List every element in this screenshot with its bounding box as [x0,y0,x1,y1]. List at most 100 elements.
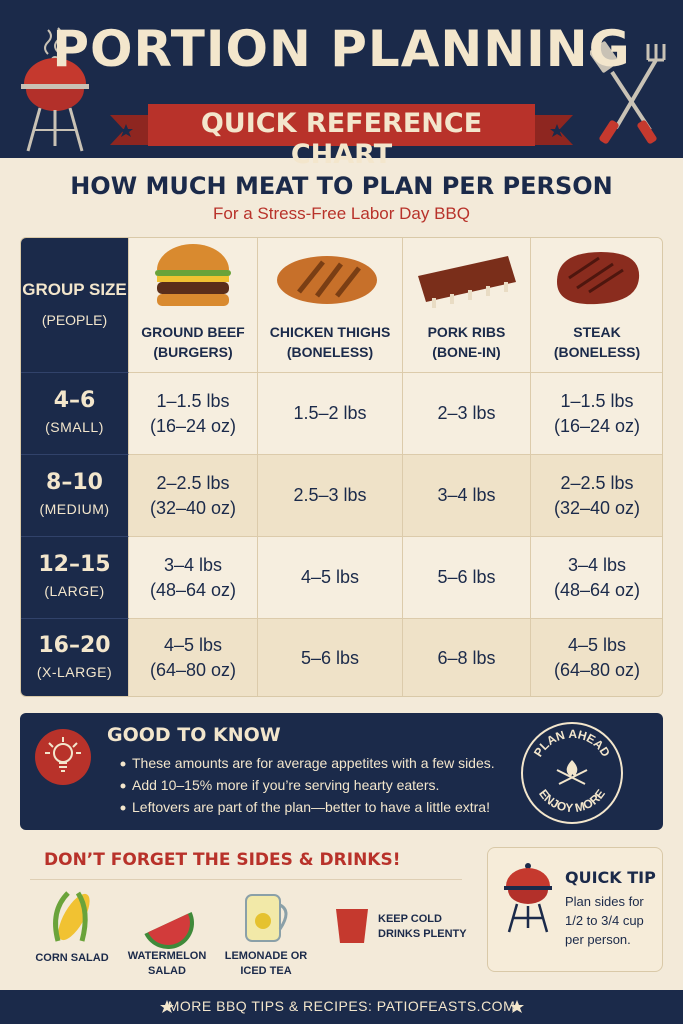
column-name: PORK RIBS [427,324,506,340]
lightbulb-icon [35,729,91,785]
column-note: (PEOPLE) [41,312,108,328]
notes-title: GOOD TO KNOW [107,724,281,746]
table-cell: 4–5 lbs (64–80 oz) [531,619,662,696]
grill-icon [21,27,89,152]
cell-line: (16–24 oz) [553,415,641,436]
badge: PLAN AHEAD ENJOY MORE [521,722,623,824]
cell-line: 4–5 lbs [300,567,360,587]
column-header: GROUP SIZE (PEOPLE) [21,238,129,373]
footer-stars [160,1000,524,1013]
cell-line: 5–6 lbs [437,567,496,587]
page-subtitle: QUICK REFERENCE CHART [200,108,483,170]
cell-line: 6–8 lbs [437,647,496,668]
table-cell: 2.5–3 lbs [258,455,403,537]
table-cell: 1.5–2 lbs [258,373,403,455]
note-item: Leftovers are part of the plan—better to… [132,799,490,815]
tip-grill-icon [504,863,552,933]
column-header: GROUND BEEF (BURGERS) [129,238,258,373]
side-label: KEEP COLD DRINKS PLENTY [378,913,467,940]
column-note: (BONELESS) [553,344,641,360]
cell-line: (64–80 oz) [553,660,641,680]
bullet [120,783,126,789]
cell-line: 2–3 lbs [437,403,496,423]
bullet [120,761,126,767]
section-heading: HOW MUCH MEAT TO PLAN PER PERSON [70,172,613,200]
steak-icon [557,252,640,305]
bullet [120,805,126,811]
cell-line: 1–1.5 lbs [560,390,634,411]
ribbon [110,104,573,146]
footer-band [0,990,683,1024]
cell-line: 4–5 lbs [567,635,627,655]
row-header: 12–15 (LARGE) [21,537,129,619]
sides-title: DON’T FORGET THE SIDES & DRINKS! [44,850,401,870]
column-note: (BURGERS) [153,344,233,360]
cell-line: 1.5–2 lbs [293,403,367,423]
table-cell: 4–5 lbs [258,537,403,619]
column-header: CHICKEN THIGHS (BONELESS) [258,238,403,373]
table-cell: 1–1.5 lbs (16–24 oz) [129,373,258,455]
row-header: 4–6 (SMALL) [21,373,129,455]
section-subheading: For a Stress-Free Labor Day BBQ [213,204,470,223]
table-cell: 4–5 lbs (64–80 oz) [129,619,258,696]
note-item: Add 10–15% more if you’re serving hearty… [132,777,440,793]
group-label: (SMALL) [45,419,104,435]
column-note: (BONELESS) [286,344,374,360]
group-size: 4–6 [53,388,96,413]
group-label: (MEDIUM) [39,501,110,517]
group-label: (LARGE) [44,583,105,599]
cell-line: 5–6 lbs [300,647,360,668]
row-header: 16–20 (X-LARGE) [21,619,129,696]
table-cell: 6–8 lbs [403,619,531,696]
portion-table: GROUP SIZE (PEOPLE) GROUND BEEF (BURGERS… [20,237,663,697]
cell-line: 2–2.5 lbs [560,472,634,493]
cell-line: (48–64 oz) [149,579,237,600]
footer-text: MORE BBQ TIPS & RECIPES: PATIOFEASTS.COM [167,998,516,1014]
cell-line: (64–80 oz) [149,660,237,680]
side-label: LEMONADE OR ICED TEA [224,950,308,977]
cell-line: (32–40 oz) [553,497,641,518]
note-item: These amounts are for average appetites … [132,755,495,771]
column-header: STEAK (BONELESS) [531,238,662,373]
page-title: PORTION PLANNING [52,20,631,78]
table-cell: 2–2.5 lbs (32–40 oz) [129,455,258,537]
cell-line: 3–4 lbs [437,485,496,505]
tip-text: Plan sides for 1/2 to 3/4 cup per person… [565,894,644,947]
table-cell: 1–1.5 lbs (16–24 oz) [531,373,662,455]
cell-line: 3–4 lbs [163,554,223,575]
cell-line: 4–5 lbs [163,635,223,655]
group-size: 16–20 [38,632,111,658]
cell-line: 2.5–3 lbs [293,485,367,505]
group-size: 12–15 [38,552,111,577]
sides-icons [30,879,462,949]
ribs-icon [417,256,516,308]
tip-title: QUICK TIP [565,868,656,887]
column-name: GROUND BEEF [141,324,245,340]
group-label: (X-LARGE) [36,663,113,680]
cell-line: (32–40 oz) [149,497,237,518]
cell-line: 3–4 lbs [567,554,627,575]
column-header: PORK RIBS (BONE-IN) [403,238,531,373]
table-cell: 5–6 lbs [403,537,531,619]
badge-bottom: ENJOY MORE [536,787,608,816]
column-name: CHICKEN THIGHS [269,324,391,340]
badge-bottom-text: ENJOY MORE [536,787,608,816]
cell-line: 2–2.5 lbs [156,472,230,493]
group-size: 8–10 [46,470,103,495]
column-note: (BONE-IN) [432,344,501,360]
table-cell: 3–4 lbs (48–64 oz) [531,537,662,619]
chicken-icon [277,256,377,304]
side-label: WATERMELON SALAD [127,950,207,977]
burger-icon [155,244,231,306]
table-cell: 5–6 lbs [258,619,403,696]
notes-box [20,713,663,830]
table-cell: 2–2.5 lbs (32–40 oz) [531,455,662,537]
row-header: 8–10 (MEDIUM) [21,455,129,537]
cell-line: (48–64 oz) [553,579,641,600]
column-name: STEAK [573,324,621,340]
column-name: GROUP SIZE [22,280,127,299]
table-cell: 3–4 lbs [403,455,531,537]
utensils-icon [590,41,666,144]
